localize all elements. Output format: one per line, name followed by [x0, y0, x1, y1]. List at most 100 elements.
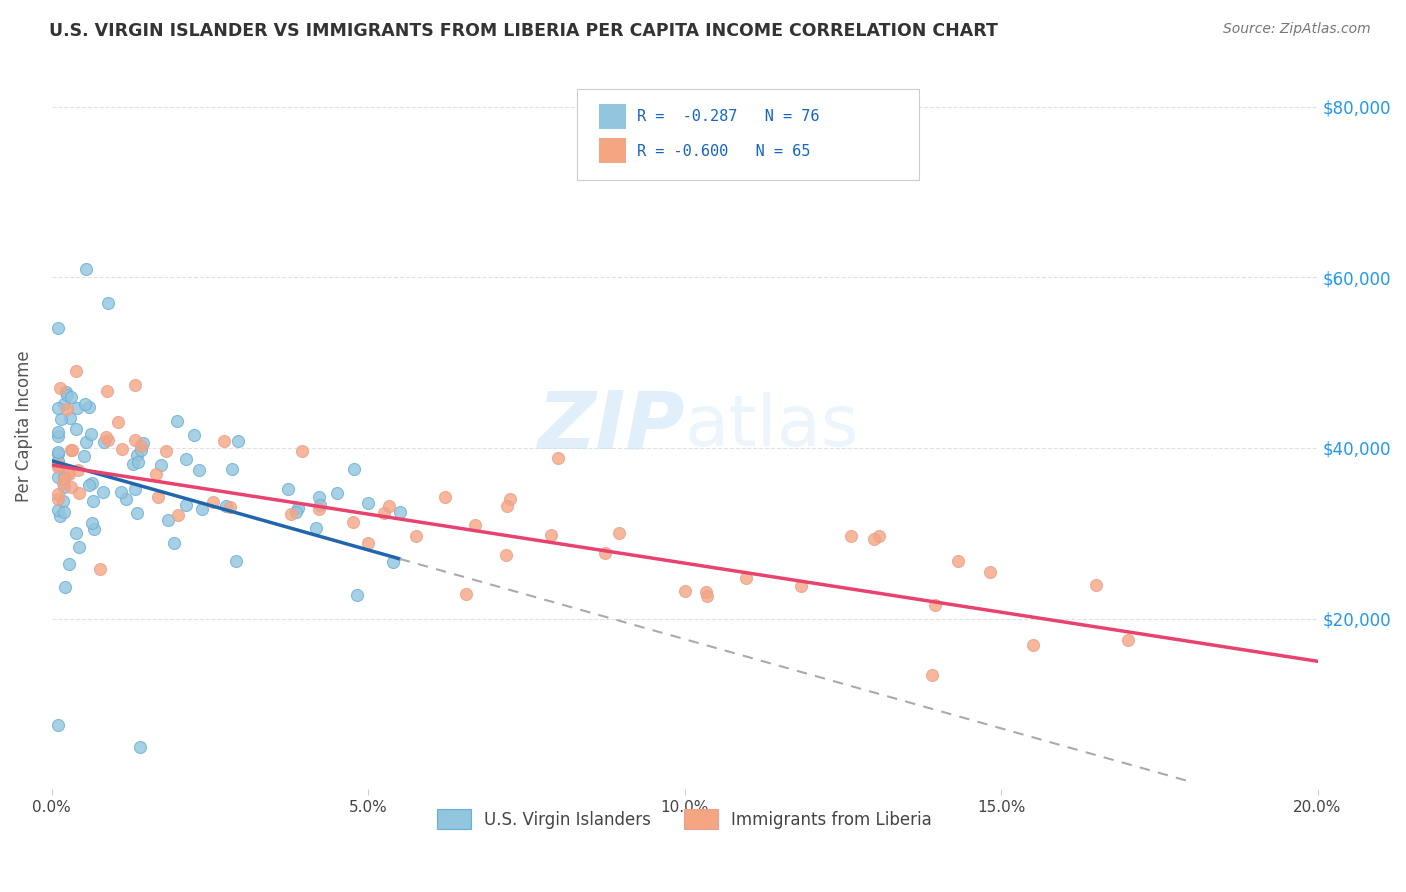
Point	[46, 502, 69, 516]
Point	[495, 548, 517, 562]
Point	[225, 554, 247, 568]
Point	[285, 504, 308, 518]
Point	[89, 562, 111, 576]
Point	[342, 515, 364, 529]
Point	[357, 496, 380, 510]
Point	[49, 412, 72, 426]
Point	[388, 505, 411, 519]
Point	[325, 486, 347, 500]
Point	[59, 390, 82, 404]
Point	[52, 480, 75, 494]
Point	[132, 435, 155, 450]
Point	[52, 494, 75, 508]
Point	[96, 384, 118, 398]
Point	[46, 447, 69, 461]
Point	[342, 461, 364, 475]
Point	[291, 444, 314, 458]
Point	[924, 598, 946, 612]
Point	[66, 401, 89, 415]
Point	[73, 397, 96, 411]
Point	[46, 491, 69, 506]
Point	[67, 486, 90, 500]
Point	[382, 555, 405, 569]
Point	[58, 467, 80, 481]
Point	[839, 528, 862, 542]
Point	[82, 516, 104, 530]
Point	[357, 536, 380, 550]
Bar	[599, 104, 627, 129]
Point	[46, 460, 69, 475]
Point	[595, 545, 617, 559]
Point	[868, 528, 890, 542]
Point	[111, 442, 134, 456]
Point	[52, 476, 75, 491]
Point	[464, 518, 486, 533]
Point	[499, 491, 522, 506]
Point	[129, 442, 152, 457]
Point	[79, 478, 101, 492]
Point	[82, 494, 104, 508]
Point	[72, 449, 94, 463]
Point	[67, 540, 90, 554]
Point	[46, 444, 69, 458]
Point	[183, 427, 205, 442]
Point	[124, 378, 146, 392]
Point	[80, 426, 103, 441]
Point	[456, 586, 478, 600]
Point	[215, 499, 238, 513]
Point	[174, 498, 197, 512]
Point	[122, 457, 145, 471]
Point	[60, 442, 83, 457]
Point	[433, 491, 456, 505]
Point	[83, 522, 105, 536]
Point	[673, 583, 696, 598]
Point	[46, 454, 69, 468]
Point	[148, 490, 170, 504]
Point	[125, 507, 148, 521]
Point	[129, 439, 152, 453]
Point	[790, 579, 813, 593]
Point	[607, 525, 630, 540]
Point	[67, 462, 90, 476]
Point	[60, 442, 83, 457]
Point	[96, 430, 118, 444]
Point	[124, 482, 146, 496]
Point	[65, 422, 87, 436]
Text: Source: ZipAtlas.com: Source: ZipAtlas.com	[1223, 22, 1371, 37]
Point	[378, 500, 401, 514]
Point	[46, 320, 69, 334]
Point	[496, 499, 519, 513]
Point	[56, 465, 79, 479]
Point	[1022, 638, 1045, 652]
Point	[305, 521, 328, 535]
Point	[166, 508, 188, 523]
Point	[308, 490, 330, 504]
Point	[346, 588, 368, 602]
Point	[52, 470, 75, 484]
Point	[53, 505, 76, 519]
Point	[127, 448, 149, 462]
Point	[110, 485, 132, 500]
Point	[149, 458, 172, 473]
Point	[82, 475, 104, 490]
Point	[221, 462, 243, 476]
FancyBboxPatch shape	[576, 89, 918, 180]
Point	[863, 532, 886, 546]
Point	[166, 414, 188, 428]
Point	[93, 485, 115, 500]
Point	[735, 571, 758, 585]
Point	[145, 467, 167, 481]
Point	[277, 482, 299, 496]
Point	[162, 536, 184, 550]
Text: ZIP: ZIP	[537, 388, 685, 466]
Point	[280, 507, 302, 521]
Text: atlas: atlas	[685, 392, 859, 461]
Point	[75, 261, 97, 276]
Point	[695, 585, 717, 599]
Point	[46, 401, 69, 415]
Point	[53, 397, 76, 411]
Point	[308, 498, 330, 512]
Point	[190, 502, 212, 516]
Point	[115, 492, 138, 507]
Point	[46, 470, 69, 484]
